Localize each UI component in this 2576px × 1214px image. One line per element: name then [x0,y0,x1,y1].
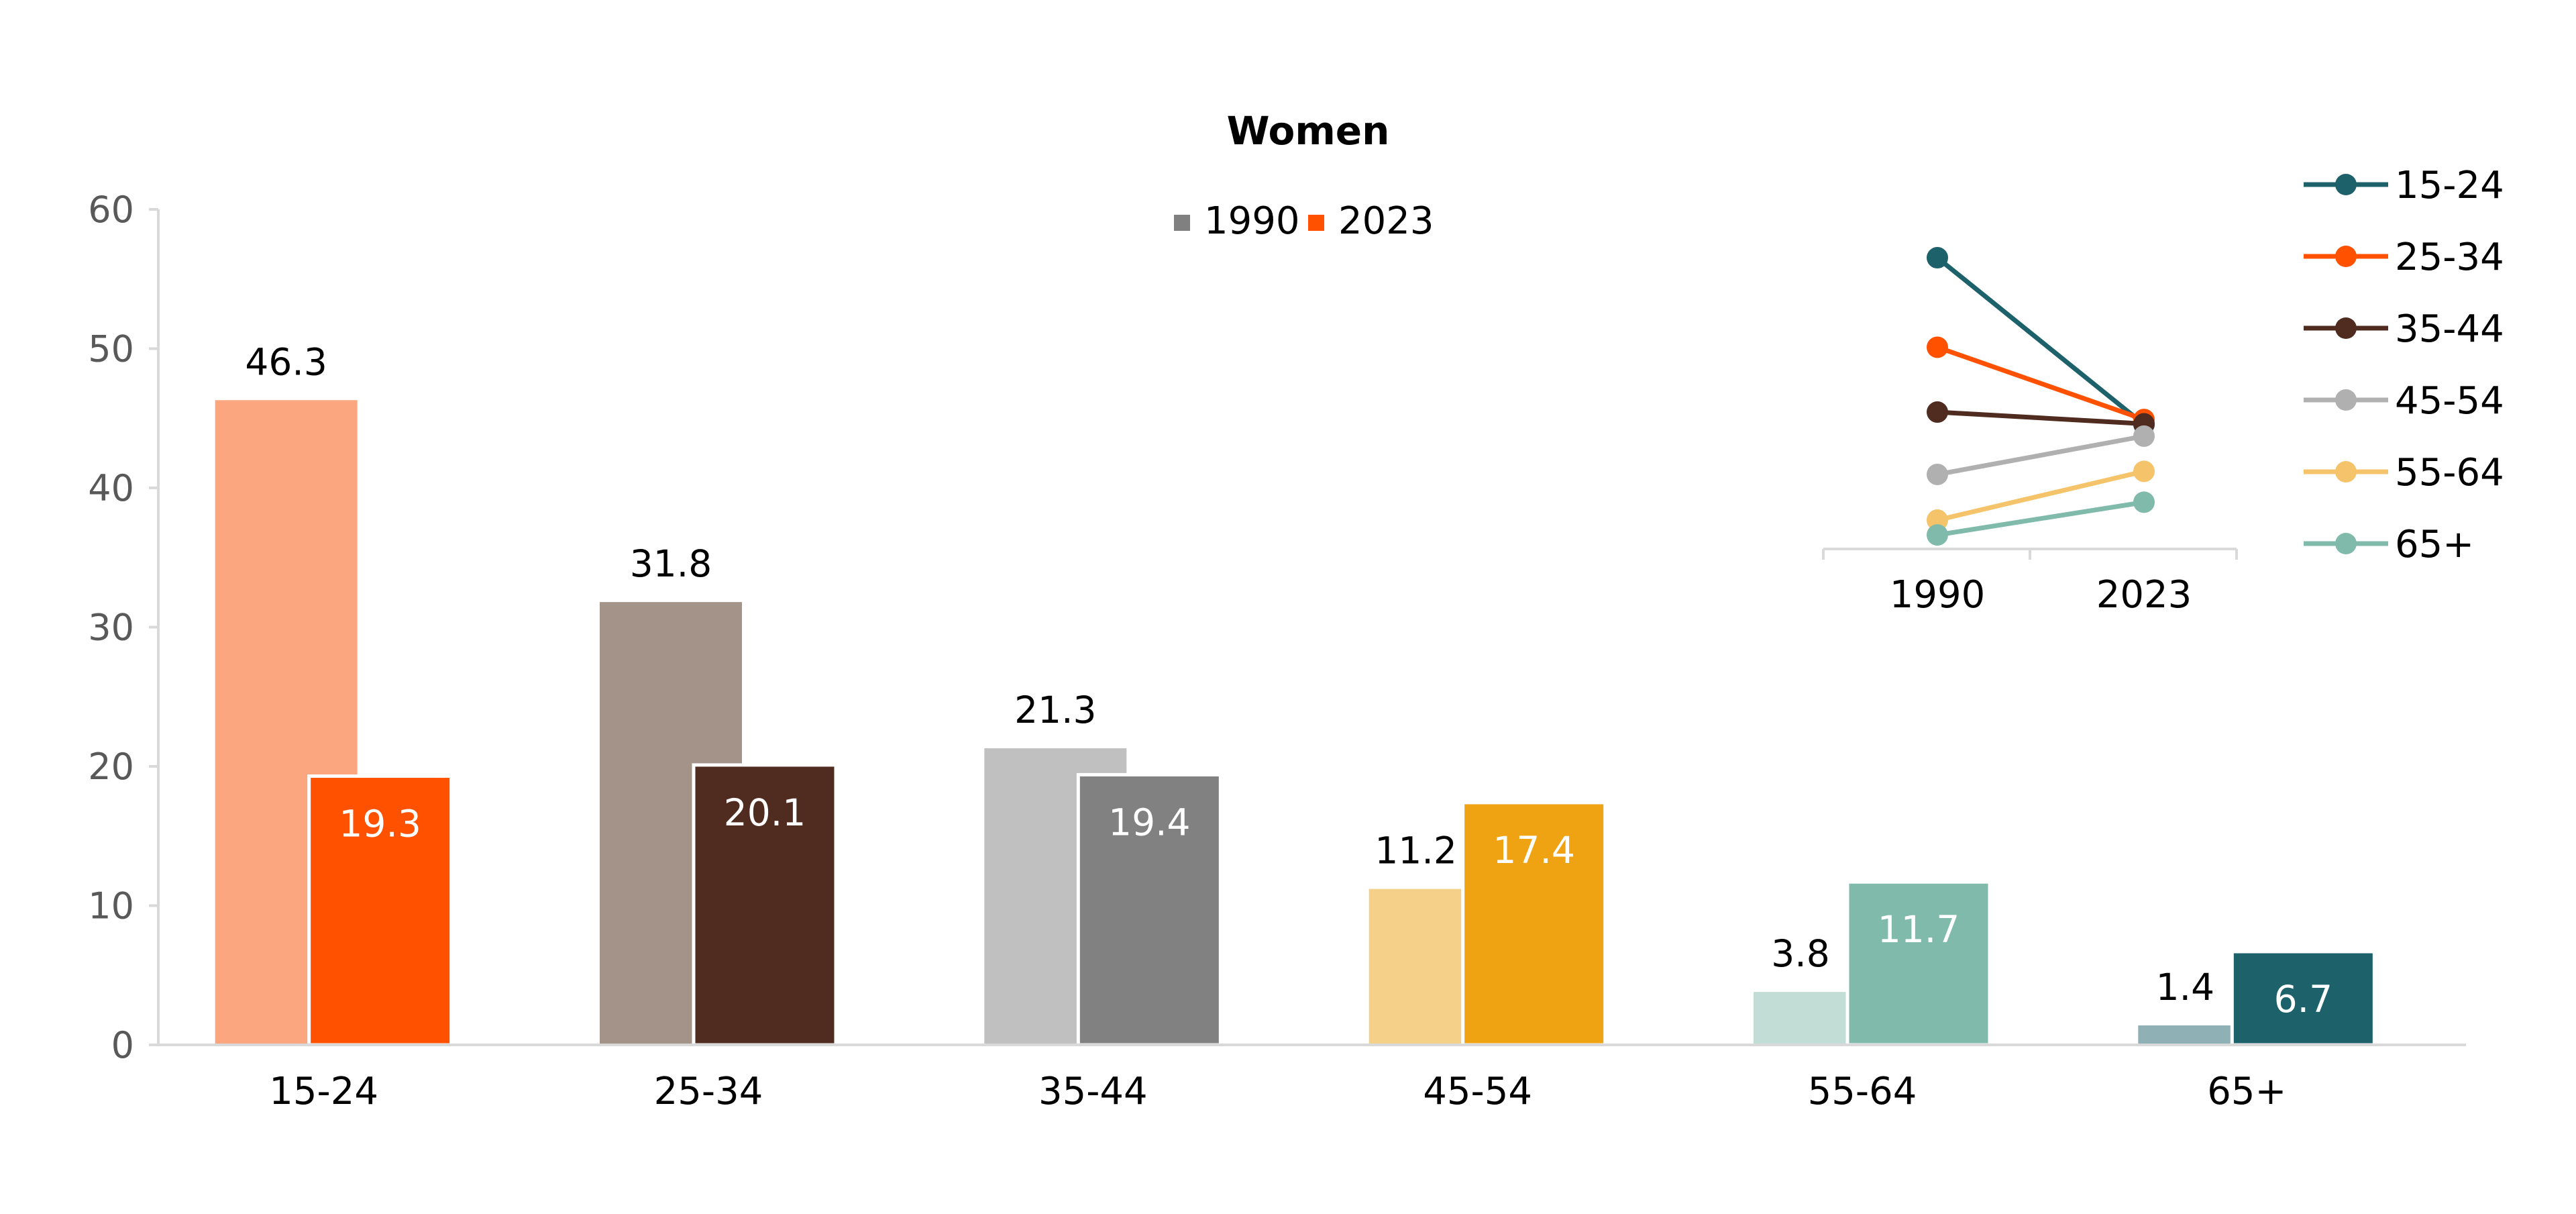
y-tick-label: 40 [88,467,134,509]
x-category-label: 55-64 [1808,1070,1917,1113]
bar-legend: 1990 2023 [1174,199,1434,243]
x-category-label: 15-24 [269,1070,378,1113]
legend-label-2023: 2023 [1338,199,1434,243]
data-label-2023: 6.7 [2274,978,2332,1021]
slope-legend-label: 55-64 [2395,451,2504,495]
slope-point-1990-55-64 [1927,509,1948,532]
bar-2023-55-64 [1845,880,1992,1047]
chart-title: Women [1227,108,1390,154]
data-label-1990: 3.8 [1771,932,1829,975]
slope-chart: 1990 2023 [1822,247,2238,617]
y-axis: 0 10 20 30 40 50 60 [88,189,160,1066]
data-label-1990: 21.3 [1014,689,1096,731]
slope-legend-marker-45-54 [2335,389,2357,411]
slope-point-1990-25-34 [1927,336,1948,358]
legend-label-1990: 1990 [1204,199,1300,243]
slope-line-35-44 [1937,409,2145,427]
slope-legend-label: 45-54 [2395,379,2504,423]
slope-legend: 15-24 25-34 35-44 45-54 55-64 65+ [2304,164,2504,566]
x-category-label: 45-54 [1423,1070,1532,1113]
slope-line-15-24 [1935,256,2146,427]
slope-point-1990-65+ [1927,524,1948,546]
slope-point-1990-15-24 [1927,247,1948,269]
bar-2023-15-24 [307,774,453,1047]
bar-2023-35-44 [1076,772,1222,1047]
data-label-1990: 1.4 [2156,966,2214,1009]
data-label-2023: 17.4 [1493,829,1574,872]
slope-point-1990-35-44 [1927,401,1948,423]
slope-legend-marker-55-64 [2335,461,2357,483]
bar-group: 46.3 19.3 31.8 20.1 21.3 19.4 11.2 17.4 3.8 11.7 1… [215,340,2376,1047]
slope-point-2023-55-64 [2133,460,2155,483]
data-label-1990: 46.3 [245,340,327,383]
y-tick-label: 60 [88,189,134,231]
slope-line-55-64 [1937,468,2145,523]
data-label-1990: 11.2 [1375,829,1456,872]
bar-2023-65+ [2230,950,2376,1047]
data-label-2023: 11.7 [1878,908,1960,951]
slope-x-label: 1990 [1890,573,1986,617]
slope-x-label: 2023 [2096,573,2192,617]
bar-2023-45-54 [1461,801,1607,1047]
data-label-2023: 20.1 [724,791,806,834]
x-category-label: 35-44 [1038,1070,1148,1113]
x-category-label: 25-34 [654,1070,763,1113]
legend-swatch-1990 [1174,215,1190,231]
x-axis: 15-24 25-34 35-44 45-54 55-64 65+ [158,1044,2466,1113]
x-category-label: 65+ [2207,1070,2286,1113]
y-tick-label: 0 [111,1024,134,1066]
slope-legend-label: 65+ [2395,523,2474,566]
slope-legend-marker-25-34 [2335,246,2357,267]
y-tick-label: 50 [88,328,134,370]
slope-line-65+ [1937,499,2145,538]
y-tick-label: 10 [88,885,134,927]
bar-2023-25-34 [692,763,838,1047]
legend-swatch-2023 [1308,215,1324,231]
slope-legend-marker-65+ [2335,533,2357,554]
slope-line-25-34 [1936,345,2145,422]
slope-point-2023-65+ [2133,491,2155,513]
y-tick-label: 30 [88,607,134,649]
slope-legend-marker-35-44 [2335,317,2357,339]
slope-legend-label: 15-24 [2395,164,2504,207]
slope-point-1990-45-54 [1927,463,1948,485]
slope-legend-label: 25-34 [2395,236,2504,279]
data-label-2023: 19.3 [339,803,421,846]
slope-point-2023-45-54 [2133,425,2155,447]
data-label-1990: 31.8 [630,542,712,585]
slope-legend-label: 35-44 [2395,307,2504,351]
slope-line-45-54 [1937,434,2145,477]
data-label-2023: 19.4 [1108,801,1190,844]
y-tick-label: 20 [88,746,134,788]
slope-legend-marker-15-24 [2335,174,2357,195]
